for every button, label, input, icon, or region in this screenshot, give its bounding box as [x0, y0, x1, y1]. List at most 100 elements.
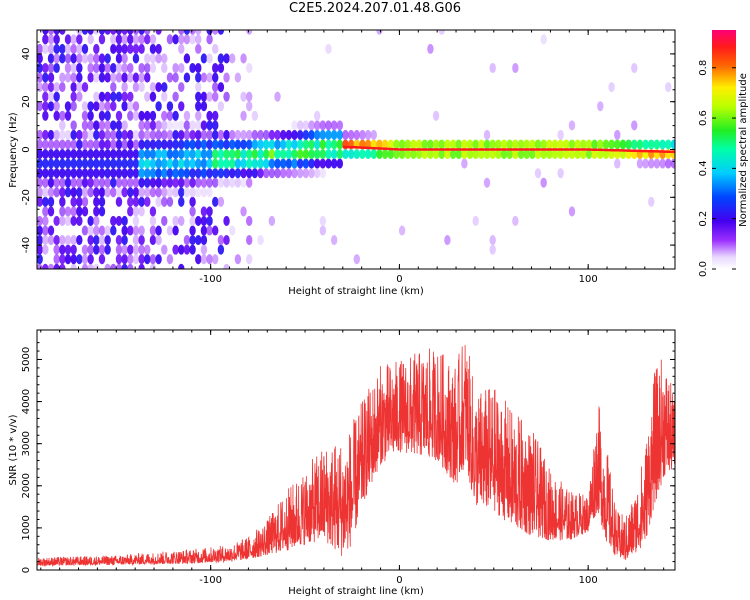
heatmap-cell	[155, 168, 162, 179]
heatmap-cell	[246, 254, 253, 265]
heatmap-cell	[76, 30, 83, 35]
heatmap-cell	[166, 158, 174, 169]
colorbar-tick-label: 0.2	[698, 211, 709, 227]
heatmap-cell	[449, 149, 457, 160]
heatmap-cell	[47, 139, 55, 150]
heatmap-cell	[132, 168, 140, 179]
heatmap-cell	[653, 158, 661, 169]
spectral-ridge-line	[342, 145, 675, 154]
heatmap-cell	[178, 168, 185, 179]
heatmap-cell	[70, 91, 77, 102]
heatmap-cell	[274, 129, 281, 140]
heatmap-cell	[144, 244, 151, 255]
heatmap-cell	[64, 187, 72, 198]
heatmap-cell	[42, 30, 49, 35]
heatmap-cell	[87, 158, 94, 169]
heatmap-cell	[381, 149, 389, 160]
heatmap-cell	[279, 149, 287, 160]
heatmap-cell	[98, 34, 106, 45]
heatmap-cell	[155, 149, 162, 160]
heatmap-cell	[200, 244, 208, 255]
heatmap-cell	[336, 120, 344, 131]
heatmap-cell	[155, 196, 162, 207]
heatmap-cell	[336, 149, 344, 160]
heatmap-cell	[70, 158, 77, 169]
heatmap-cell	[42, 158, 49, 169]
heatmap-cell	[608, 149, 615, 160]
heatmap-cell	[472, 139, 479, 150]
heatmap-cell	[195, 72, 202, 83]
heatmap-cell	[93, 196, 100, 207]
heatmap-cell	[132, 235, 140, 246]
heatmap-cell	[64, 129, 72, 140]
heatmap-cell	[42, 196, 49, 207]
heatmap-cell	[251, 129, 259, 140]
heatmap-cell	[178, 158, 185, 169]
heatmap-cell	[200, 215, 208, 227]
heatmap-cell	[206, 225, 213, 236]
heatmap-cell	[268, 129, 276, 140]
heatmap-cell	[178, 101, 185, 112]
heatmap-cell	[438, 139, 445, 150]
heatmap-cell	[149, 62, 157, 74]
heatmap-cell	[110, 91, 117, 102]
heatmap-cell	[42, 101, 49, 112]
heatmap-cell	[161, 158, 168, 169]
heatmap-cell	[47, 129, 55, 140]
heatmap-cell	[206, 177, 213, 188]
heatmap-cell	[121, 62, 128, 74]
heatmap-cell	[138, 196, 145, 207]
heatmap-cell	[296, 158, 304, 169]
heatmap-cell	[308, 120, 315, 131]
heatmap-cell	[127, 91, 134, 102]
heatmap-cell	[110, 72, 117, 83]
heatmap-cell	[161, 177, 168, 188]
heatmap-cell	[166, 254, 174, 265]
heatmap-cell	[81, 187, 89, 198]
heatmap-cell	[387, 149, 394, 160]
heatmap-cell	[42, 244, 49, 255]
heatmap-cell	[217, 101, 225, 112]
heatmap-cell	[59, 206, 66, 217]
heatmap-cell	[98, 244, 106, 255]
heatmap-cell	[144, 30, 151, 35]
heatmap-cell	[161, 53, 168, 64]
heatmap-cell	[313, 120, 321, 131]
heatmap-cell	[161, 196, 168, 207]
heatmap-cell	[217, 158, 225, 169]
heatmap-cell	[81, 120, 89, 131]
heatmap-cell	[325, 129, 332, 140]
heatmap-cell	[285, 129, 293, 140]
colorbar-tick-label: 0.4	[698, 160, 709, 176]
heatmap-cell	[449, 139, 457, 150]
heatmap-cell	[653, 139, 661, 150]
heatmap-cell	[240, 91, 247, 102]
heatmap-cell	[155, 43, 162, 54]
heatmap-cell	[172, 72, 179, 83]
heatmap-cell	[478, 149, 485, 160]
snr-y-tick-label: 4000	[21, 389, 32, 414]
heatmap-cell	[183, 149, 191, 160]
heatmap-cell	[495, 149, 502, 160]
heatmap-cell	[308, 149, 315, 160]
heatmap-cell	[37, 263, 43, 269]
heatmap-cell	[206, 215, 213, 227]
heatmap-cell	[64, 53, 72, 64]
heatmap-cell	[189, 215, 196, 227]
heatmap-cell	[166, 34, 174, 45]
heatmap-cell	[523, 149, 530, 160]
heatmap-cell	[359, 129, 366, 140]
heatmap-cell	[212, 139, 219, 150]
heatmap-cell	[138, 244, 145, 255]
heatmap-cell	[223, 215, 230, 227]
heatmap-cell	[608, 139, 615, 150]
heatmap-cell	[212, 225, 219, 236]
snr-x-axis-label: Height of straight line (km)	[288, 586, 424, 597]
heatmap-cell	[189, 187, 196, 198]
heatmap-cell	[98, 254, 106, 265]
heatmap-cell	[183, 235, 191, 246]
heatmap-cell	[568, 149, 576, 160]
colorbar-tick-label: 0.0	[698, 261, 709, 277]
heatmap-cell	[461, 149, 468, 160]
heatmap-cell	[614, 139, 621, 150]
